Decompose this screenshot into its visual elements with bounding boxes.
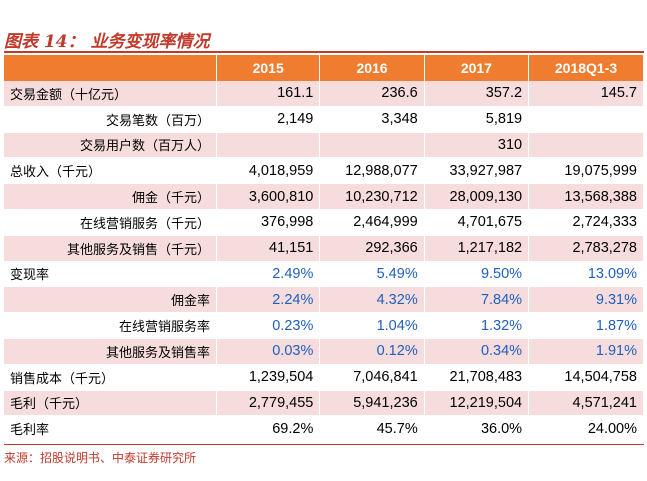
row-label: 交易笔数（百万） <box>4 106 217 133</box>
cell-value: 45.7% <box>319 415 425 443</box>
cell-value: 1.91% <box>528 338 644 365</box>
table-row: 其他服务及销售（千元） 41,151 292,366 1,217,182 2,783,2… <box>4 235 644 262</box>
table-row: 变现率 2.49% 5.49% 9.50% 13.09% <box>4 261 644 288</box>
cell-value: 21,708,483 <box>424 364 530 391</box>
table-row: 在线营销服务率 0.23% 1.04% 1.32% 1.87% <box>4 312 644 339</box>
cell-value: 12,988,077 <box>319 157 425 185</box>
source-note: 来源：招股说明书、中泰证券研究所 <box>4 451 197 465</box>
table-bottom-rule <box>4 444 644 445</box>
cell-value <box>319 132 425 159</box>
cell-value <box>528 132 644 159</box>
cell-value: 5.49% <box>319 261 425 288</box>
row-label: 在线营销服务（千元） <box>4 209 217 236</box>
cell-value: 12,219,504 <box>424 390 530 417</box>
row-label: 交易金额（十亿元） <box>4 81 217 107</box>
data-table: 2015 2016 2017 2018Q1-3 交易金额（十亿元） 161.1 23… <box>4 55 644 443</box>
cell-value: 2.24% <box>216 286 321 314</box>
cell-value: 24.00% <box>528 415 644 443</box>
table-row: 总收入（千元） 4,018,959 12,988,077 33,927,987 19,0… <box>4 157 644 185</box>
cell-value: 36.0% <box>424 415 530 443</box>
row-label: 其他服务及销售率 <box>4 338 217 365</box>
header-cell-blank <box>4 55 217 81</box>
cell-value: 3,600,810 <box>216 183 321 210</box>
table-row: 佣金率 2.24% 4.32% 7.84% 9.31% <box>4 286 644 314</box>
cell-value: 0.03% <box>216 338 321 365</box>
row-label: 交易用户数（百万人） <box>4 132 217 159</box>
cell-value: 7,046,841 <box>319 364 425 391</box>
cell-value <box>528 106 644 133</box>
cell-value: 0.23% <box>216 312 321 339</box>
table-row: 交易用户数（百万人） 310 <box>4 132 644 159</box>
cell-value: 5,941,236 <box>319 390 425 417</box>
cell-value: 4,571,241 <box>528 390 644 417</box>
cell-value: 357.2 <box>424 81 530 107</box>
cell-value: 4,018,959 <box>216 157 321 185</box>
cell-value: 1.87% <box>528 312 644 339</box>
cell-value: 1.32% <box>424 312 530 339</box>
cell-value: 3,348 <box>319 106 425 133</box>
cell-value: 1,239,504 <box>216 364 321 391</box>
row-label: 总收入（千元） <box>4 157 217 185</box>
cell-value: 9.31% <box>528 286 644 314</box>
cell-value: 41,151 <box>216 235 321 262</box>
header-cell-2016: 2016 <box>319 55 425 81</box>
cell-value: 1.04% <box>319 312 425 339</box>
table-body: 交易金额（十亿元） 161.1 236.6 357.2 145.7 交易笔数（百万） 2,1… <box>4 81 644 443</box>
cell-value: 7.84% <box>424 286 530 314</box>
cell-value: 19,075,999 <box>528 157 644 185</box>
row-label: 销售成本（千元） <box>4 364 217 391</box>
cell-value: 376,998 <box>216 209 321 236</box>
cell-value: 69.2% <box>216 415 321 443</box>
cell-value: 0.12% <box>319 338 425 365</box>
header-cell-2015: 2015 <box>216 55 321 81</box>
cell-value: 292,366 <box>319 235 425 262</box>
cell-value: 1,217,182 <box>424 235 530 262</box>
row-label: 毛利（千元） <box>4 390 217 417</box>
cell-value: 236.6 <box>319 81 425 107</box>
table-row: 交易金额（十亿元） 161.1 236.6 357.2 145.7 <box>4 81 644 107</box>
table-row: 其他服务及销售率 0.03% 0.12% 0.34% 1.91% <box>4 338 644 365</box>
row-label: 毛利率 <box>4 415 217 443</box>
cell-value: 2,724,333 <box>528 209 644 236</box>
cell-value: 5,819 <box>424 106 530 133</box>
cell-value: 0.34% <box>424 338 530 365</box>
cell-value: 4.32% <box>319 286 425 314</box>
cell-value: 13.09% <box>528 261 644 288</box>
table-row: 佣金（千元） 3,600,810 10,230,712 28,009,130 13,56… <box>4 183 644 210</box>
header-cell-2018q1-3: 2018Q1-3 <box>528 55 644 81</box>
cell-value: 14,504,758 <box>528 364 644 391</box>
cell-value: 28,009,130 <box>424 183 530 210</box>
row-label: 变现率 <box>4 261 217 288</box>
header-cell-2017: 2017 <box>424 55 530 81</box>
cell-value: 2,464,999 <box>319 209 425 236</box>
row-label: 佣金率 <box>4 286 217 314</box>
cell-value: 2.49% <box>216 261 321 288</box>
cell-value: 10,230,712 <box>319 183 425 210</box>
cell-value: 145.7 <box>528 81 644 107</box>
title-rule <box>4 51 644 53</box>
cell-value: 9.50% <box>424 261 530 288</box>
table-row: 在线营销服务（千元） 376,998 2,464,999 4,701,675 2,724… <box>4 209 644 236</box>
cell-value: 310 <box>424 132 530 159</box>
table-header-row: 2015 2016 2017 2018Q1-3 <box>4 55 644 81</box>
cell-value: 4,701,675 <box>424 209 530 236</box>
table-row: 毛利率 69.2% 45.7% 36.0% 24.00% <box>4 415 644 443</box>
row-label: 在线营销服务率 <box>4 312 217 339</box>
cell-value: 2,779,455 <box>216 390 321 417</box>
cell-value: 2,783,278 <box>528 235 644 262</box>
row-label: 其他服务及销售（千元） <box>4 235 217 262</box>
cell-value: 2,149 <box>216 106 321 133</box>
figure-title: 图表 14： 业务变现率情况 <box>4 32 210 52</box>
cell-value: 33,927,987 <box>424 157 530 185</box>
table-row: 交易笔数（百万） 2,149 3,348 5,819 <box>4 106 644 133</box>
table-row: 销售成本（千元） 1,239,504 7,046,841 21,708,483 14,5… <box>4 364 644 391</box>
cell-value <box>216 132 321 159</box>
row-label: 佣金（千元） <box>4 183 217 210</box>
table-row: 毛利（千元） 2,779,455 5,941,236 12,219,504 4,571,… <box>4 390 644 417</box>
cell-value: 161.1 <box>216 81 321 107</box>
cell-value: 13,568,388 <box>528 183 644 210</box>
